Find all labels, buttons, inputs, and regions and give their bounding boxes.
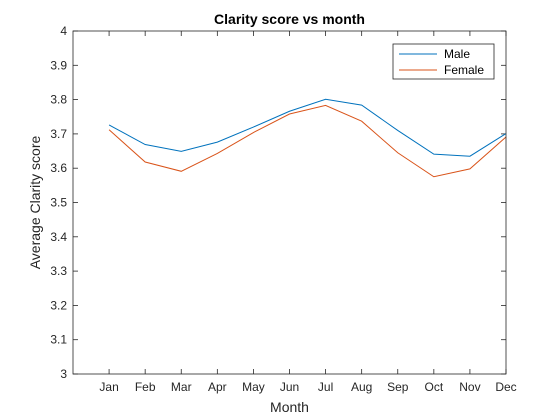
y-tick-label: 3.1 [50, 333, 67, 347]
x-tick-label: Dec [495, 380, 516, 394]
x-tick-label: Aug [351, 380, 372, 394]
plot-area [73, 31, 506, 374]
y-tick-label: 3.5 [50, 196, 67, 210]
y-axis-ticks: 3 3.1 3.2 3.3 3.4 3.5 3.6 3.7 3.8 3.9 4 [50, 24, 506, 381]
x-tick-label: Jun [280, 380, 299, 394]
legend: Male Female [392, 43, 495, 80]
x-tick-label: Sep [387, 380, 409, 394]
series-lines [108, 98, 507, 178]
y-tick-label: 3.3 [50, 264, 67, 278]
y-tick-label: 3.9 [50, 58, 67, 72]
x-tick-label: Feb [135, 380, 156, 394]
y-tick-label: 4 [60, 24, 67, 38]
x-tick-label: Apr [208, 380, 227, 394]
x-tick-label: Jan [99, 380, 118, 394]
x-tick-label: Jul [318, 380, 333, 394]
y-tick-label: 3.6 [50, 161, 67, 175]
x-axis-ticks: Jan Feb Mar Apr May Jun Jul Aug Sep Oct Nov Dec [99, 31, 517, 394]
x-tick-label: Nov [459, 380, 480, 394]
plot-frame [72, 30, 507, 375]
x-tick-label: Mar [171, 380, 192, 394]
x-tick-label: May [242, 380, 265, 394]
x-axis-title: Month [270, 399, 309, 415]
legend-box [392, 43, 495, 80]
y-axis-title: Average Clarity score [27, 136, 43, 270]
x-tick-label: Oct [424, 380, 443, 394]
legend-label: Female [444, 63, 484, 77]
y-tick-label: 3.8 [50, 93, 67, 107]
series-line-male [108, 98, 507, 157]
y-tick-label: 3.2 [50, 298, 67, 312]
y-tick-label: 3.4 [50, 230, 67, 244]
chart-title: Clarity score vs month [214, 11, 365, 27]
series-line-female [108, 104, 507, 178]
legend-label: Male [444, 47, 470, 61]
y-tick-label: 3 [60, 367, 67, 381]
y-tick-label: 3.7 [50, 127, 67, 141]
